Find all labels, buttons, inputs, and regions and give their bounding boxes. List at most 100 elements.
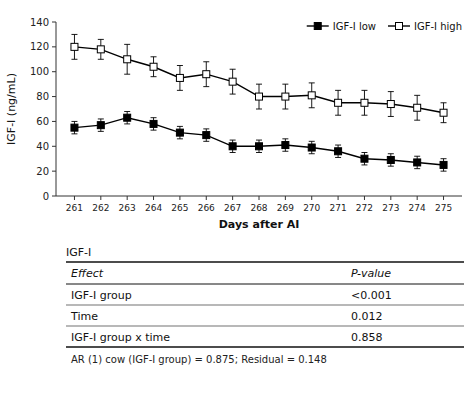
table-cell: IGF-I group (71, 289, 132, 302)
table-header: Effect (71, 267, 104, 280)
chart: 0204060801001201402612622632642652662672… (0, 0, 474, 405)
point-marker (361, 99, 368, 106)
error-bar-cap (151, 130, 157, 131)
error-bar (388, 154, 394, 166)
error-bar (309, 141, 315, 153)
error-bar-cap (151, 117, 157, 118)
error-bar-cap (414, 95, 420, 96)
point-marker (71, 124, 78, 131)
x-tick (364, 196, 365, 200)
legend-label: IGF-I low (333, 21, 376, 32)
y-tick (52, 96, 56, 97)
point-marker (440, 161, 447, 168)
y-tick (52, 22, 56, 23)
x-tick (417, 196, 418, 200)
error-bar-cap (309, 153, 315, 154)
error-bar-cap (230, 140, 236, 141)
error-bar-cap (335, 90, 341, 91)
error-bar-cap (71, 34, 77, 35)
x-axis-label: Days after AI (219, 218, 300, 231)
error-bar (230, 69, 236, 94)
error-bar-cap (177, 90, 183, 91)
error-bar-cap (309, 82, 315, 83)
point-marker (176, 74, 183, 81)
point-marker (203, 132, 210, 139)
x-tick-label: 263 (119, 203, 136, 213)
error-bar (98, 39, 104, 59)
error-bar-cap (71, 133, 77, 134)
error-bar (151, 118, 157, 130)
y-tick-label: 140 (30, 17, 49, 28)
x-tick-label: 265 (171, 203, 188, 213)
x-tick (285, 196, 286, 200)
y-tick (52, 171, 56, 172)
error-bar-cap (361, 152, 367, 153)
y-axis-label: IGF-I (ng/mL) (5, 73, 18, 145)
table-cell: 0.858 (351, 331, 383, 344)
error-bar-cap (203, 86, 209, 87)
error-bar (98, 119, 104, 131)
x-tick-label: 270 (303, 203, 320, 213)
legend-entry: IGF-I high (388, 21, 462, 32)
x-tick (232, 196, 233, 200)
error-bar (230, 140, 236, 152)
error-bar (361, 153, 367, 165)
point-marker (308, 92, 315, 99)
point-marker (97, 46, 104, 53)
x-tick-label: 266 (198, 203, 215, 213)
error-bar-cap (230, 94, 236, 95)
point-marker (440, 109, 447, 116)
error-bar (309, 83, 315, 108)
x-tick-label: 275 (435, 203, 452, 213)
y-tick-label: 120 (30, 41, 49, 52)
error-bar-cap (98, 39, 104, 40)
point-marker (308, 144, 315, 151)
error-bar-cap (335, 145, 341, 146)
error-bar-cap (256, 140, 262, 141)
error-bar (282, 139, 288, 151)
error-bar-cap (414, 120, 420, 121)
x-tick-label: 262 (92, 203, 109, 213)
legend-swatch-marker (396, 23, 403, 30)
error-bar-cap (361, 90, 367, 91)
table-cell: IGF-I group x time (71, 331, 170, 344)
x-tick-label: 269 (277, 203, 294, 213)
x-tick (74, 196, 75, 200)
error-bar-cap (177, 65, 183, 66)
error-bar-cap (256, 84, 262, 85)
x-tick-label: 273 (382, 203, 399, 213)
point-marker (124, 56, 131, 63)
error-bar-cap (203, 61, 209, 62)
legend: IGF-I low IGF-I high (307, 21, 462, 32)
point-marker (335, 99, 342, 106)
error-bar-cap (361, 115, 367, 116)
point-marker (335, 148, 342, 155)
y-tick (52, 146, 56, 147)
point-marker (124, 114, 131, 121)
error-bar-cap (441, 102, 447, 103)
x-tick-label: 271 (329, 203, 346, 213)
table-rule (66, 261, 464, 262)
error-bar (441, 159, 447, 171)
error-bar-cap (388, 91, 394, 92)
error-bar-cap (124, 74, 130, 75)
series-line (74, 47, 443, 113)
error-bar (203, 62, 209, 87)
point-marker (414, 104, 421, 111)
x-tick (259, 196, 260, 200)
x-tick-label: 264 (145, 203, 162, 213)
x-tick (100, 196, 101, 200)
error-bar-cap (282, 151, 288, 152)
x-tick-label: 268 (250, 203, 267, 213)
table-footnote: AR (1) cow (IGF-I group) = 0.875; Residu… (71, 354, 327, 365)
y-tick-label: 0 (43, 191, 49, 202)
error-bar-cap (361, 164, 367, 165)
stats-table: IGF-IEffectP-valueIGF-I group<0.001Time0… (66, 246, 464, 365)
error-bar-cap (230, 152, 236, 153)
error-bar-cap (203, 128, 209, 129)
error-bar-cap (388, 116, 394, 117)
table-cell: <0.001 (351, 289, 392, 302)
error-bar-cap (98, 131, 104, 132)
error-bar-cap (414, 156, 420, 157)
series-line (74, 118, 443, 165)
